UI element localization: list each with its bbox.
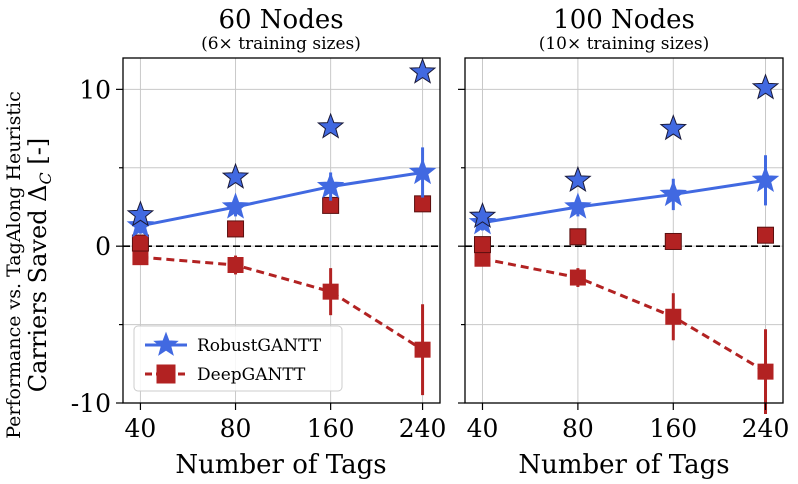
x-tick-label: 160 [649,414,697,443]
point-robustgantt-max [408,57,437,84]
x-tick-label: 80 [220,414,252,443]
panel-subtitle: (10× training sizes) [539,34,710,54]
panel-100-nodes: 100 Nodes (10× training sizes) 40 80 160 24… [458,5,789,480]
point-robustgantt [408,158,437,185]
legend-label-robustgantt: RobustGANTT [197,336,322,356]
legend-square-icon [156,364,176,384]
point-deepgantt [474,250,491,267]
point-robustgantt [316,172,345,199]
series-line-deepgantt [482,257,767,373]
legend-label-deepgantt: DeepGANTT [197,365,306,385]
y-tick-label: 10 [79,75,111,104]
plot-area-60-nodes: 10 0 -10 40 80 160 240 [71,57,447,443]
point-robustgantt [659,180,688,207]
point-robustgantt [221,192,250,219]
legend-frame [133,325,343,392]
x-tick-label: 80 [562,414,594,443]
point-deepgantt-max [414,195,432,213]
x-tick-label: 240 [742,414,790,443]
series-line-robustgantt [140,170,423,228]
y-axis-label-line1: Performance vs. TagAlong Heuristic [3,91,25,439]
y-axis-label-line2: Carriers Saved ΔC [-] [24,138,55,392]
axes-frame [122,57,441,404]
point-deepgantt-max [664,232,682,250]
point-robustgantt-max [468,201,497,229]
point-deepgantt [132,249,149,266]
y-axis-label-subscript: C [36,172,55,184]
panel-subtitle: (6× training sizes) [201,34,361,54]
point-deepgantt-max [569,228,587,246]
panel-title: 60 Nodes [218,5,343,35]
point-robustgantt [126,211,155,238]
point-robustgantt [564,192,592,219]
point-robustgantt-max [316,112,345,139]
point-robustgantt-max [659,114,688,141]
x-tick-label: 240 [399,414,447,443]
x-axis-label: Number of Tags [175,450,386,480]
y-axis-label-unit: [-] [24,138,52,172]
plot-area-100-nodes: 40 80 160 240 [458,57,790,443]
point-deepgantt [227,257,244,273]
point-robustgantt-max [564,165,592,192]
point-robustgantt-max [221,162,250,189]
point-deepgantt-max [757,226,775,244]
x-tick-label: 40 [467,414,499,443]
legend-star-icon [153,331,179,356]
series-line-deepgantt [140,255,424,351]
y-tick-label: 0 [95,232,111,261]
series-line-robustgantt [482,178,766,225]
point-robustgantt-max [751,73,780,100]
y-tick-label: -10 [71,389,111,418]
point-deepgantt [569,269,586,286]
point-deepgantt-max [131,234,149,252]
legend: RobustGANTT DeepGANTT [133,325,343,392]
x-tick-label: 160 [307,414,355,443]
point-deepgantt-max [473,236,491,254]
point-deepgantt [322,283,339,300]
point-robustgantt [751,165,780,192]
point-deepgantt [665,308,682,325]
point-deepgantt [757,363,774,380]
axes-frame [464,57,784,404]
x-tick-label: 40 [125,414,157,443]
point-deepgantt-max [227,220,245,238]
point-robustgantt-max [126,200,155,227]
x-axis-label: Number of Tags [518,450,729,480]
point-deepgantt [414,341,431,358]
panel-title: 100 Nodes [553,5,695,35]
